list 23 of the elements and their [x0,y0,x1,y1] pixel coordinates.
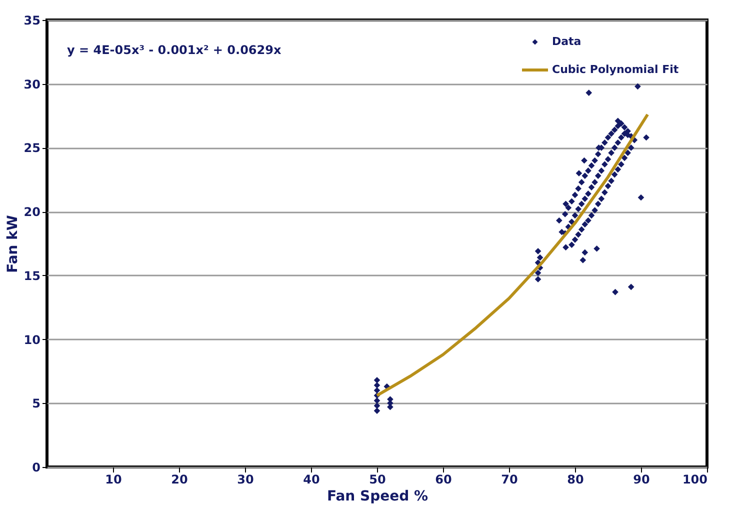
x-tick-label: 100 [682,472,708,486]
legend-label: Cubic Polynomial Fit [552,63,679,76]
x-tick-label: 60 [435,472,452,486]
y-tick-label: 15 [24,268,40,283]
x-tick-label: 20 [171,472,188,486]
y-tick-label: 35 [24,14,40,28]
x-tick-label: 30 [237,472,254,486]
y-tick-label: 20 [24,205,40,220]
annotation: y = 4E-05x³ - 0.001x² + 0.0629x [67,43,282,57]
x-tick-label: 90 [633,472,650,486]
y-tick-label: 25 [24,141,40,156]
x-axis-title: Fan Speed % [326,488,428,504]
y-axis-title: Fan kW [4,215,21,273]
y-tick-label: 5 [32,396,40,411]
x-tick-label: 70 [501,472,518,486]
y-tick-label: 10 [24,332,40,347]
x-tick-label: 40 [303,472,320,486]
y-tick-label: 0 [32,460,40,474]
y-tick-label: 30 [24,77,40,92]
legend-label: Data [552,35,582,48]
x-tick-label: 80 [567,472,584,486]
x-tick-label: 50 [369,472,386,486]
x-tick-label: 10 [105,472,122,486]
